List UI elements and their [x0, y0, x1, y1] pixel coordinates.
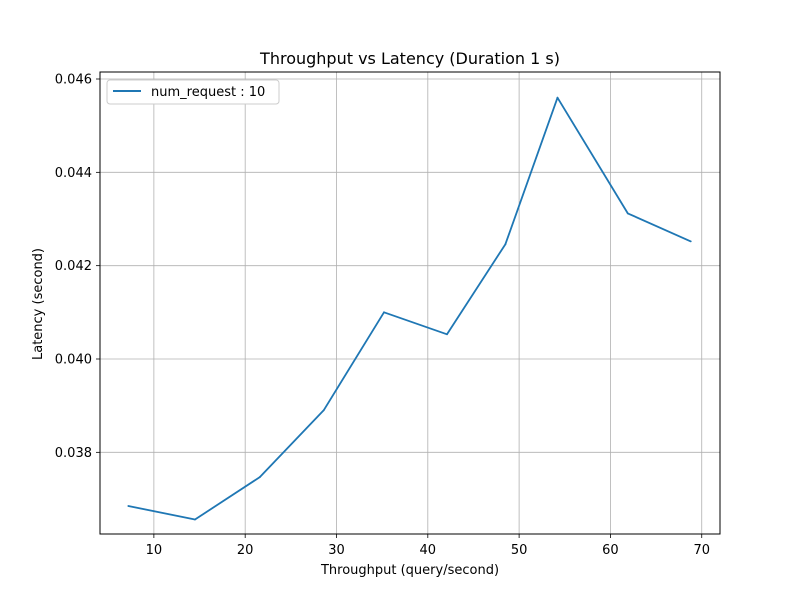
data-point — [689, 240, 692, 243]
legend-label: num_request : 10 — [151, 85, 265, 100]
data-point — [258, 476, 261, 478]
y-tick-label: 0.038 — [55, 446, 92, 461]
data-point — [446, 333, 448, 336]
x-tick-label: 40 — [420, 543, 437, 558]
x-tick-label: 10 — [146, 543, 163, 558]
data-point — [194, 518, 196, 521]
x-tick-label: 30 — [328, 543, 345, 558]
chart-title: Throughput vs Latency (Duration 1 s) — [259, 49, 560, 68]
plot-area-frame — [99, 71, 721, 535]
y-tick-label: 0.044 — [55, 166, 92, 181]
y-tick-label: 0.040 — [55, 353, 92, 368]
y-tick-label: 0.046 — [55, 73, 92, 88]
x-axis-label: Throughput (query/second) — [320, 563, 499, 578]
legend-box — [106, 79, 280, 105]
x-tick-label: 20 — [237, 543, 254, 558]
x-tick-label: 70 — [693, 543, 710, 558]
data-point — [556, 96, 559, 99]
data-point — [504, 243, 507, 246]
x-axis-ticks: 10 20 30 40 50 60 70 — [146, 534, 710, 558]
data-point — [626, 212, 629, 215]
data-point — [127, 505, 130, 507]
legend: num_request : 10 — [106, 79, 280, 105]
data-point — [322, 409, 325, 412]
y-tick-label: 0.042 — [55, 259, 92, 274]
series-layer — [127, 96, 692, 521]
y-axis-label: Latency (second) — [31, 248, 46, 360]
data-point — [383, 311, 385, 314]
x-tick-label: 50 — [511, 543, 528, 558]
x-tick-label: 60 — [602, 543, 619, 558]
grid-lines — [100, 72, 720, 534]
series-line — [128, 96, 692, 521]
y-axis-ticks: 0.038 0.040 0.042 0.044 0.046 — [55, 73, 100, 461]
